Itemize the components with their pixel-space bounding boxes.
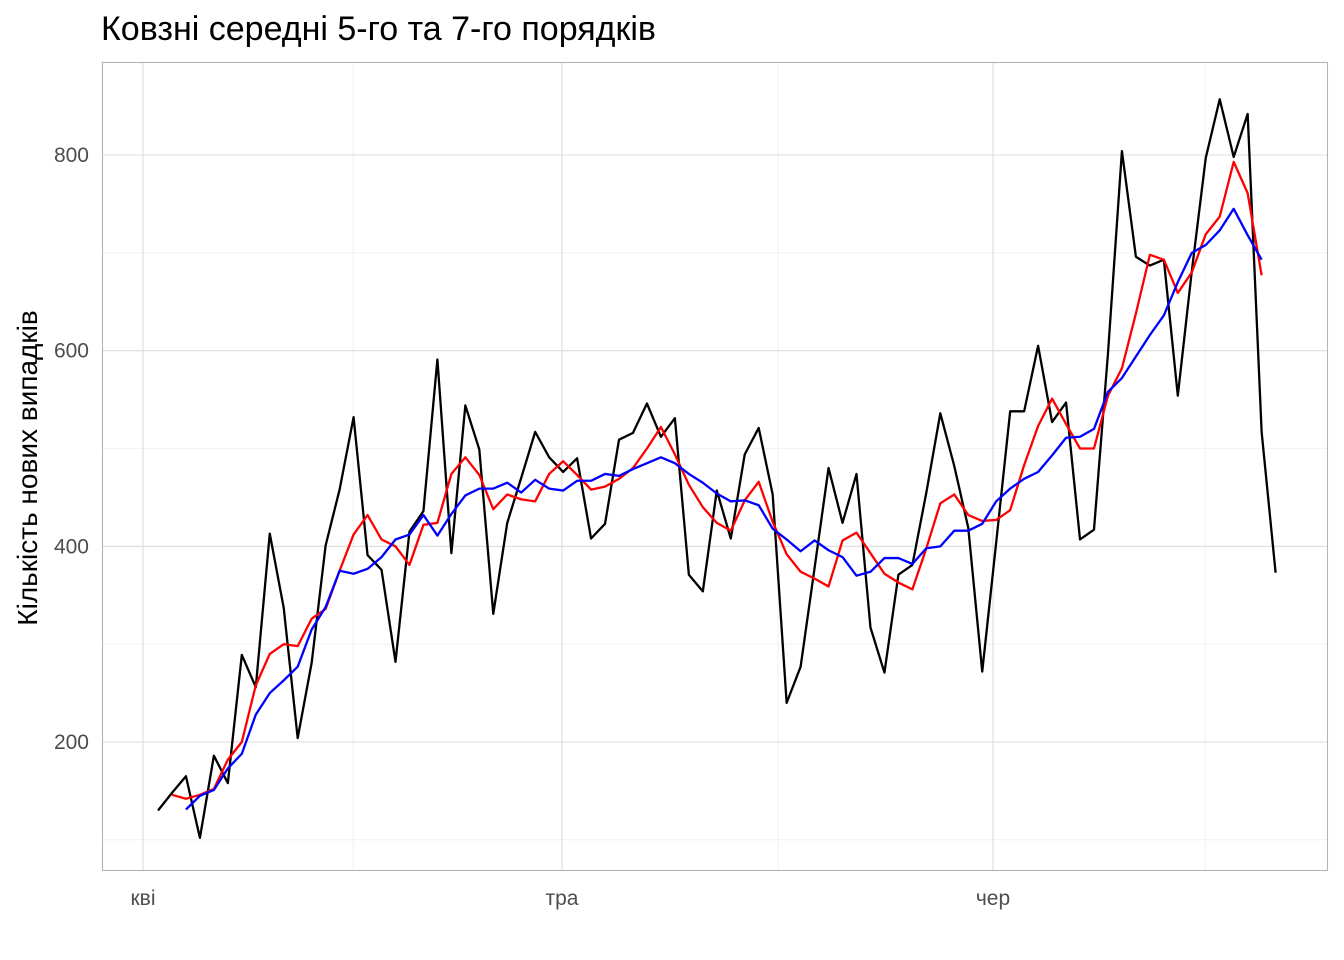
series-ma7-line [185,207,1263,811]
major-gridlines [103,63,1327,870]
x-tick-label: тра [546,887,579,910]
y-tick-label: 200 [54,731,89,754]
minor-gridlines [103,63,1327,870]
x-tick-label: чер [976,887,1010,910]
y-tick-label: 800 [54,144,89,167]
x-axis-tick-labels: кві тра чер [130,887,1010,910]
series-daily-cases-line [157,98,1277,840]
x-tick-label: кві [130,887,155,910]
y-tick-label: 400 [54,535,89,558]
series-lines [157,98,1277,840]
plot-panel-border [101,61,1329,872]
y-axis-label: Кількість нових випадків [12,310,43,625]
y-tick-label: 600 [54,340,89,363]
series-ma5-line [171,160,1263,800]
y-axis-tick-labels: 200 400 600 800 [54,144,89,754]
chart-title: Ковзні середні 5-го та 7-го порядків [101,10,656,48]
